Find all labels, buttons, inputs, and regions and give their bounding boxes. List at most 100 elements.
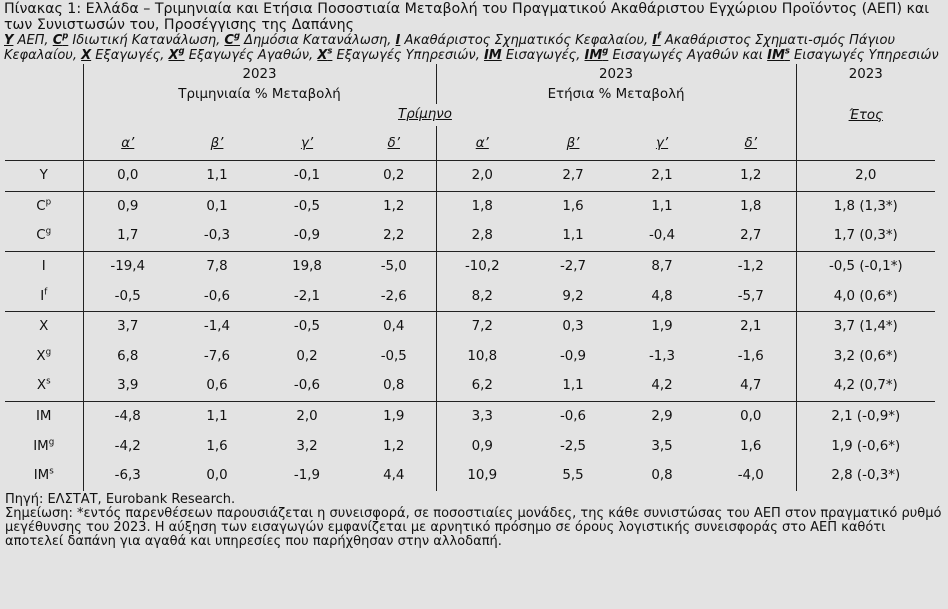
quarterly-value: 3,2 — [262, 431, 352, 461]
table-row: If -0,5 -0,6 -2,1 -2,6 8,2 9,2 4,8 -5,7 4,0 (0,6*… — [5, 281, 935, 311]
quarter-label: δ’ — [388, 136, 400, 151]
legend-description: Εισαγωγές, — [502, 48, 585, 63]
quarterly-value: -19,4 — [83, 251, 172, 281]
annual-value: -0,6 — [528, 401, 618, 431]
quarter-label-cell: β’ — [528, 126, 618, 161]
annual-value: 3,3 — [436, 401, 528, 431]
annual-value: 1,2 — [706, 161, 796, 192]
year-value: 3,7 (1,4*) — [796, 311, 935, 341]
table-row: I -19,4 7,8 19,8 -5,0 -10,2 -2,7 8,7 -1,2 -0,5 (-… — [5, 251, 935, 281]
quarter-header-cell: Τρίμηνο — [436, 104, 796, 126]
legend-symbol: Cp — [53, 33, 69, 48]
annual-value: -2,5 — [528, 431, 618, 461]
annual-value: 10,9 — [436, 461, 528, 491]
quarter-label-cell: β’ — [172, 126, 262, 161]
annual-value: 7,2 — [436, 311, 528, 341]
annual-value: 5,5 — [528, 461, 618, 491]
annual-value: 3,5 — [618, 431, 706, 461]
annual-value: 8,7 — [618, 251, 706, 281]
quarterly-value: -5,0 — [352, 251, 436, 281]
year-value: 1,9 (-0,6*) — [796, 431, 935, 461]
row-label: IMs — [5, 461, 83, 491]
row-label: IMg — [5, 431, 83, 461]
annual-value: -1,2 — [706, 251, 796, 281]
quarter-label: δ’ — [745, 136, 757, 151]
year-value: 2,1 (-0,9*) — [796, 401, 935, 431]
legend-description: Ιδιωτική Κατανάλωση, — [68, 33, 224, 48]
quarterly-value: 4,4 — [352, 461, 436, 491]
legend-description: Ακαθάριστος Σχηματικός Κεφαλαίου, — [400, 33, 652, 48]
annual-value: -0,9 — [528, 342, 618, 372]
quarter-label-cell: α’ — [436, 126, 528, 161]
quarterly-value: -2,6 — [352, 281, 436, 311]
year-label-header: Έτος — [796, 104, 935, 126]
quarterly-value: 1,2 — [352, 191, 436, 221]
quarterly-value: 0,2 — [352, 161, 436, 192]
annual-value: 1,1 — [618, 191, 706, 221]
quarterly-value: 1,9 — [352, 401, 436, 431]
annual-value: 1,6 — [706, 431, 796, 461]
quarter-header: Τρίμηνο — [398, 107, 452, 122]
quarterly-value: -0,9 — [262, 221, 352, 251]
annual-value: 1,6 — [528, 191, 618, 221]
year-value: -0,5 (-0,1*) — [796, 251, 935, 281]
row-label: If — [5, 281, 83, 311]
annual-value: 10,8 — [436, 342, 528, 372]
annual-value: 0,8 — [618, 461, 706, 491]
annual-value: 2,7 — [528, 161, 618, 192]
source-note: Πηγή: ΕΛΣΤΑΤ, Eurobank Research. — [5, 493, 944, 507]
row-label: Cp — [5, 191, 83, 221]
quarterly-value: 1,6 — [172, 431, 262, 461]
legend: Y ΑΕΠ, Cp Ιδιωτική Κατανάλωση, Cg Δημόσι… — [4, 33, 944, 63]
annual-value: 1,8 — [706, 191, 796, 221]
annual-value: -2,7 — [528, 251, 618, 281]
quarter-label-cell: δ’ — [706, 126, 796, 161]
quarter-label: γ’ — [301, 136, 313, 151]
legend-symbol: Xg — [169, 48, 185, 63]
table-row: X 3,7 -1,4 -0,5 0,4 7,2 0,3 1,9 2,1 3,7 (1,4*) — [5, 311, 935, 341]
legend-description: Εξαγωγές Υπηρεσιών, — [332, 48, 484, 63]
quarterly-value: 1,1 — [172, 161, 262, 192]
year-value: 2,0 — [796, 161, 935, 192]
quarterly-value: 0,4 — [352, 311, 436, 341]
quarterly-value: 0,8 — [352, 371, 436, 401]
row-label: IM — [5, 401, 83, 431]
quarterly-value: 0,6 — [172, 371, 262, 401]
annual-value: 6,2 — [436, 371, 528, 401]
legend-symbol: Y — [4, 33, 13, 48]
quarterly-value: 3,9 — [83, 371, 172, 401]
annual-value: 2,9 — [618, 401, 706, 431]
table-row: Xg 6,8 -7,6 0,2 -0,5 10,8 -0,9 -1,3 -1,6 3,2 (0,6… — [5, 342, 935, 372]
year-value: 1,8 (1,3*) — [796, 191, 935, 221]
quarterly-value: -0,5 — [352, 342, 436, 372]
year-label-cell — [796, 126, 935, 161]
legend-text: και — [742, 48, 767, 63]
annual-value: 1,8 — [436, 191, 528, 221]
document: Πίνακας 1: Ελλάδα – Τριμηνιαία και Ετήσι… — [0, 0, 948, 549]
quarterly-value: -4,2 — [83, 431, 172, 461]
quarter-label-cell: α’ — [83, 126, 172, 161]
legend-description: Εισαγωγές Υπηρεσιών — [790, 48, 939, 63]
annual-value: 8,2 — [436, 281, 528, 311]
year-value: 4,2 (0,7*) — [796, 371, 935, 401]
table-row: IMg -4,2 1,6 3,2 1,2 0,9 -2,5 3,5 1,6 1,9 (-0,6*) — [5, 431, 935, 461]
table-row: Y 0,0 1,1 -0,1 0,2 2,0 2,7 2,1 1,2 2,0 — [5, 161, 935, 192]
quarter-label-cell: γ’ — [262, 126, 352, 161]
quarterly-value: 0,2 — [262, 342, 352, 372]
annual-value: 0,9 — [436, 431, 528, 461]
annual-value: 0,3 — [528, 311, 618, 341]
quarterly-value: -0,1 — [262, 161, 352, 192]
quarter-label: β’ — [567, 136, 580, 151]
quarterly-value: 1,1 — [172, 401, 262, 431]
table-row: IMs -6,3 0,0 -1,9 4,4 10,9 5,5 0,8 -4,0 2,8 (-0,3… — [5, 461, 935, 491]
year-value: 3,2 (0,6*) — [796, 342, 935, 372]
quarterly-value: -0,5 — [262, 311, 352, 341]
row-label: X — [5, 311, 83, 341]
quarterly-value: -0,5 — [83, 281, 172, 311]
quarterly-value: 6,8 — [83, 342, 172, 372]
quarterly-value: -7,6 — [172, 342, 262, 372]
legend-symbol: Xs — [317, 48, 332, 63]
year-value: 4,0 (0,6*) — [796, 281, 935, 311]
annual-value: 2,0 — [436, 161, 528, 192]
quarterly-value: -1,4 — [172, 311, 262, 341]
